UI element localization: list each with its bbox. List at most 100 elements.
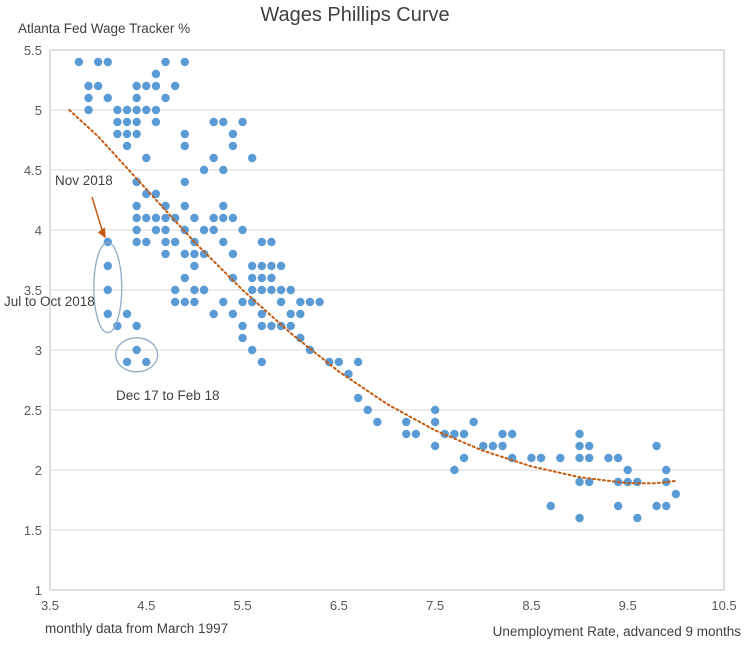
data-point xyxy=(170,81,180,91)
data-point xyxy=(142,237,151,247)
data-point xyxy=(633,513,642,523)
data-point xyxy=(151,81,161,91)
data-point xyxy=(132,81,141,91)
data-point xyxy=(199,165,209,175)
highlight-ellipse-jul-oct xyxy=(93,241,123,334)
data-point xyxy=(170,213,180,223)
data-point xyxy=(267,273,276,283)
data-point xyxy=(103,57,112,67)
data-point xyxy=(180,57,189,67)
data-point xyxy=(286,309,295,319)
data-point xyxy=(122,129,132,139)
data-point xyxy=(219,117,228,127)
data-point xyxy=(113,105,122,115)
data-point xyxy=(219,165,228,175)
data-point xyxy=(575,429,584,439)
x-tick-label: 10.5 xyxy=(711,598,736,613)
y-tick-label: 5.5 xyxy=(24,43,42,58)
data-point xyxy=(84,105,93,115)
chart-footnote: monthly data from March 1997 xyxy=(45,621,228,636)
data-point xyxy=(122,105,132,115)
data-point xyxy=(498,429,507,439)
x-axis-label: Unemployment Rate, advanced 9 months xyxy=(493,624,742,639)
y-tick-label: 3 xyxy=(35,343,42,358)
data-point xyxy=(238,117,247,127)
data-point xyxy=(161,213,170,223)
data-point xyxy=(161,201,170,211)
data-point xyxy=(142,105,151,115)
data-point xyxy=(671,489,681,499)
data-point xyxy=(276,261,286,271)
data-point xyxy=(296,297,305,307)
data-point xyxy=(132,117,141,127)
annotations: Nov 2018 Jul to Oct 2018 Dec 17 to Feb 18 xyxy=(4,173,220,403)
data-point xyxy=(103,309,112,319)
data-point xyxy=(238,333,247,343)
y-tick-label: 1 xyxy=(35,583,42,598)
y-tick-label: 4 xyxy=(35,223,42,238)
data-point xyxy=(430,405,440,415)
data-point xyxy=(170,297,180,307)
data-point xyxy=(315,297,324,307)
x-tick-label: 8.5 xyxy=(522,598,540,613)
data-point xyxy=(122,117,132,127)
scatter-series xyxy=(74,57,681,523)
data-point xyxy=(228,249,238,259)
data-point xyxy=(161,249,170,259)
highlight-ellipse-dec-feb xyxy=(115,337,159,373)
x-tick-label: 4.5 xyxy=(137,598,155,613)
data-point xyxy=(450,429,459,439)
data-point xyxy=(267,237,276,247)
data-point xyxy=(257,321,267,331)
arrow-head-icon xyxy=(97,227,106,239)
data-point xyxy=(276,297,286,307)
data-point xyxy=(430,417,440,427)
data-point xyxy=(286,285,295,295)
data-point xyxy=(113,129,122,139)
data-point xyxy=(575,453,584,463)
data-point xyxy=(132,177,141,187)
data-point xyxy=(132,237,141,247)
annotation-nov-2018: Nov 2018 xyxy=(55,173,113,188)
y-tick-label: 5 xyxy=(35,103,42,118)
data-point xyxy=(180,141,189,151)
data-point xyxy=(652,441,661,451)
data-point xyxy=(662,501,671,511)
data-point xyxy=(257,237,267,247)
data-point xyxy=(209,213,218,223)
x-tick-label: 9.5 xyxy=(619,598,637,613)
data-point xyxy=(132,225,141,235)
y-tick-label: 1.5 xyxy=(24,523,42,538)
data-point xyxy=(199,285,209,295)
data-point xyxy=(536,453,546,463)
plot-border xyxy=(49,49,725,591)
x-axis-ticks: 3.5 4.5 5.5 6.5 7.5 8.5 9.5 10.5 xyxy=(41,598,737,613)
y-tick-label: 2.5 xyxy=(24,403,42,418)
data-point xyxy=(142,189,151,199)
data-point xyxy=(248,273,257,283)
data-point xyxy=(459,453,469,463)
data-point xyxy=(190,297,199,307)
data-point xyxy=(248,285,257,295)
data-point xyxy=(228,141,238,151)
data-point xyxy=(604,453,613,463)
data-point xyxy=(122,309,132,319)
data-point xyxy=(113,321,122,331)
trendline xyxy=(68,109,677,485)
y-tick-label: 3.5 xyxy=(24,283,42,298)
data-point xyxy=(219,297,228,307)
data-point xyxy=(180,297,189,307)
chart-title: Wages Phillips Curve xyxy=(260,4,449,26)
data-point xyxy=(613,453,623,463)
data-point xyxy=(132,345,141,355)
data-point xyxy=(248,345,257,355)
data-point xyxy=(151,69,161,79)
data-point xyxy=(93,81,103,91)
data-point xyxy=(142,153,151,163)
x-tick-label: 6.5 xyxy=(330,598,348,613)
data-point xyxy=(556,453,565,463)
y-axis-label: Atlanta Fed Wage Tracker % xyxy=(18,21,190,36)
data-point xyxy=(296,309,305,319)
data-point xyxy=(132,105,141,115)
data-point xyxy=(585,453,594,463)
